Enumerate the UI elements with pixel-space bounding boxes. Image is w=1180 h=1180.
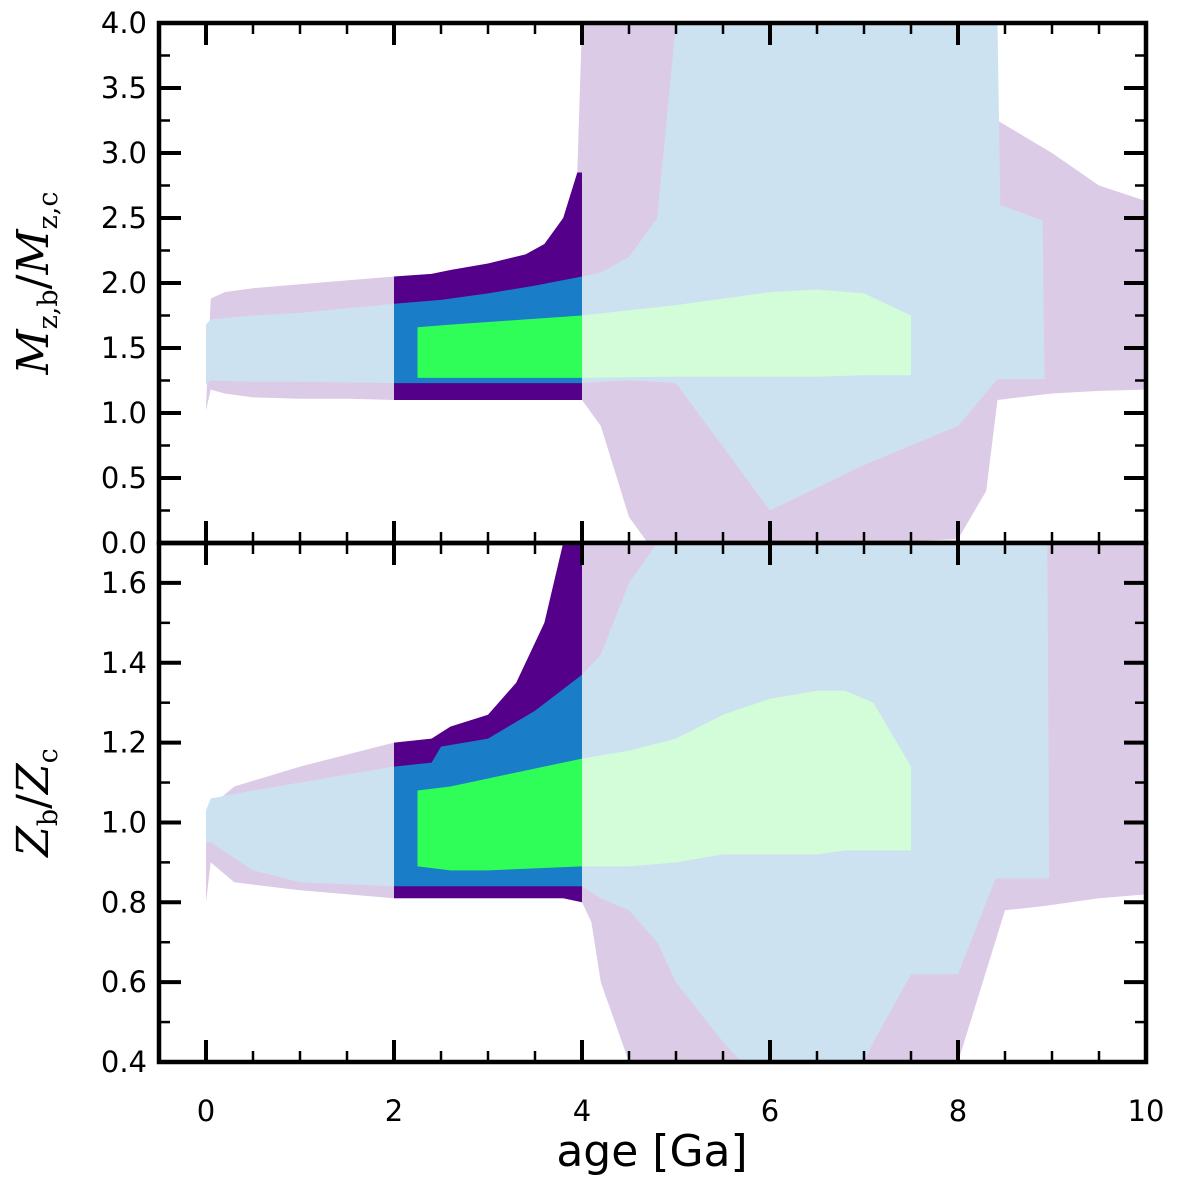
y-tick-label: 0.6 (101, 965, 147, 999)
y-tick-label: 0.8 (101, 885, 147, 919)
x-tick-label: 4 (573, 1094, 591, 1128)
x-tick-label: 6 (761, 1094, 779, 1128)
y-tick-label: 1.6 (101, 566, 147, 600)
x-tick-label: 0 (197, 1094, 215, 1128)
y-axis-label-top: Mz,b/Mz,c (8, 192, 64, 376)
core-band-dark (417, 315, 582, 378)
y-tick-label: 1.4 (101, 646, 147, 680)
y-axis-label: Mz,b/Mz,c (8, 192, 64, 376)
y-tick-label: 4.0 (101, 6, 147, 40)
y-tick-label: 3.0 (101, 136, 147, 170)
inner-band-light (206, 23, 1045, 511)
y-axis-label-bottom: Zb/Zc (8, 748, 64, 858)
panel-top: 0.0 0.5 1.0 1.5 2.0 2.5 3.0 3.5 4.0 (101, 6, 1149, 560)
y-tick-label: 3.5 (101, 71, 147, 105)
y-tick-label: 2.0 (101, 266, 147, 300)
core-band-dark (417, 758, 582, 871)
x-tick-label: 2 (385, 1094, 403, 1128)
y-tick-label: 2.5 (101, 201, 147, 235)
y-tick-label: 0.5 (101, 461, 147, 495)
y-tick-label: 1.0 (101, 396, 147, 430)
y-tick-label: 0.0 (101, 526, 147, 560)
y-tick-label: 1.2 (101, 726, 147, 760)
panel-frame (156, 540, 1149, 1065)
y-tick-label: 1.0 (101, 805, 147, 839)
x-axis-label: age [Ga] (556, 1126, 747, 1177)
bands (206, 23, 1146, 543)
x-tick-label: 8 (949, 1094, 967, 1128)
y-axis-label: Zb/Zc (8, 748, 64, 858)
x-axis-tick-labels: 0 2 4 6 8 10 (197, 1094, 1165, 1128)
x-tick-label: 10 (1128, 1094, 1165, 1128)
panel-bottom: 0.4 0.6 0.8 1.0 1.2 1.4 1.6 (101, 540, 1149, 1079)
bands (206, 543, 1146, 1062)
y-tick-label: 0.4 (101, 1045, 147, 1079)
y-tick-label: 1.5 (101, 331, 147, 365)
